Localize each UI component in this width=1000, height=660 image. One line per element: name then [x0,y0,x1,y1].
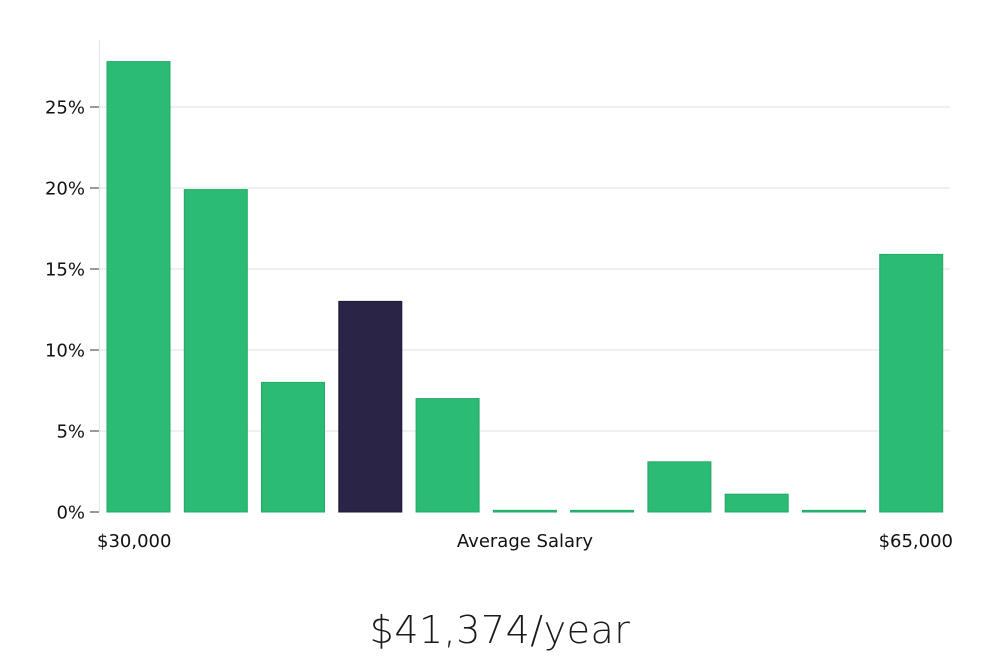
y-tick-label: 15% [45,260,85,281]
y-tick-label: 10% [45,341,85,362]
x-axis-label: Average Salary [457,531,594,552]
bar [492,509,557,513]
salary-histogram: 0%5%10%15%20%25% $30,000 Average Salary … [45,40,953,552]
bars [106,61,944,513]
bar [647,461,712,513]
bar [415,398,480,513]
y-tick-label: 20% [45,179,85,200]
y-tick-label: 0% [56,503,85,524]
bar [570,509,635,513]
bar [261,381,325,513]
y-axis-ticks: 0% 5% 10% 15% 20% 25% [45,98,99,524]
y-tick-label: 25% [45,98,85,119]
bar [724,493,789,513]
y-tick-label: 5% [56,422,85,443]
bar [183,189,248,513]
x-max-label: $65,000 [879,531,953,552]
bar-highlighted [338,300,403,513]
bar [802,509,866,513]
bar [879,253,944,513]
bar [106,61,171,513]
x-min-label: $30,000 [97,531,171,552]
average-salary-value: $41,374/year [369,608,631,652]
